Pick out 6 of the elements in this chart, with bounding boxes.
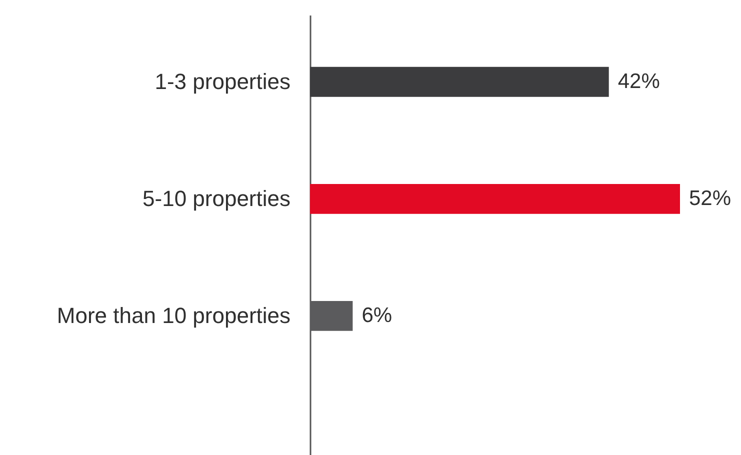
y-tick-label: 1-3 properties [154,68,290,94]
data-label: 42% [618,70,660,93]
data-label: 6% [362,304,392,327]
data-label: 52% [689,186,732,210]
y-tick-label: 5-10 properties [142,186,290,211]
y-tick-label: More than 10 properties [56,302,290,328]
